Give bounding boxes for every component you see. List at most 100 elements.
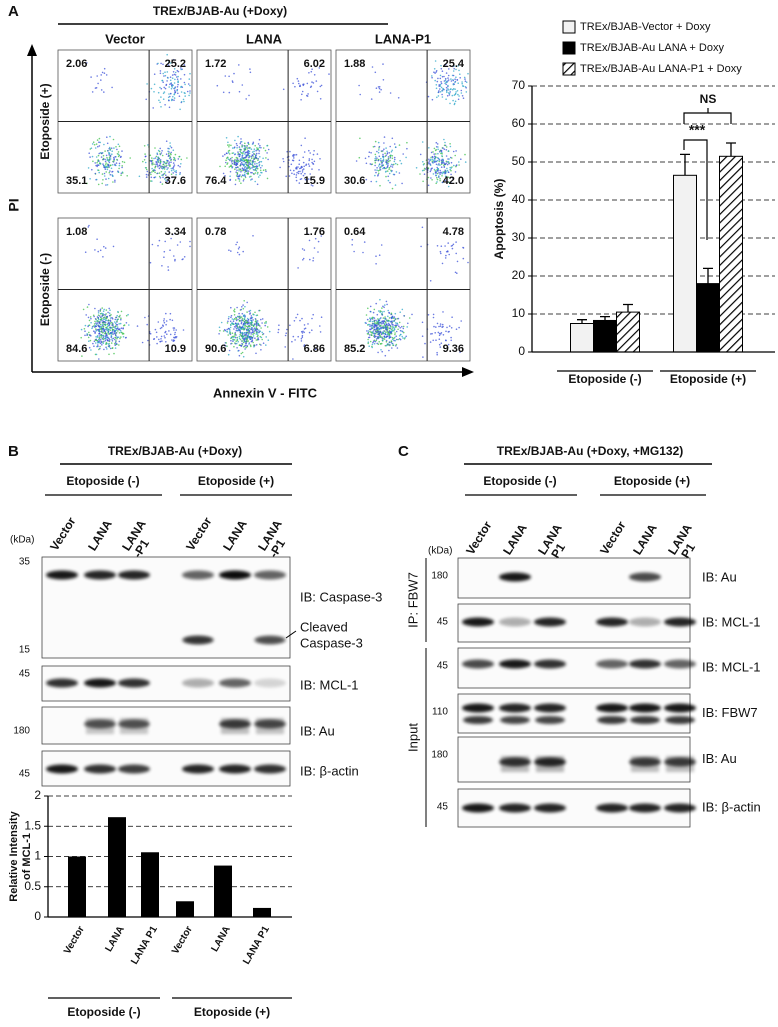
band-smear — [666, 756, 694, 772]
event-dot — [402, 153, 404, 155]
event-dot — [422, 227, 424, 229]
event-dot — [420, 246, 422, 248]
event-dot — [98, 310, 100, 312]
event-dot — [243, 308, 245, 310]
event-dot — [94, 323, 96, 325]
event-dot — [406, 148, 408, 150]
bar — [108, 817, 126, 917]
event-dot — [154, 73, 156, 75]
event-dot — [439, 338, 441, 340]
event-dot — [392, 316, 394, 318]
event-dot — [441, 162, 443, 164]
event-dot — [99, 145, 101, 147]
event-dot — [157, 245, 159, 247]
event-dot — [113, 338, 115, 340]
event-dot — [236, 147, 238, 149]
event-dot — [296, 166, 298, 168]
event-dot — [159, 172, 161, 174]
event-dot — [437, 78, 439, 80]
event-dot — [375, 326, 377, 328]
event-dot — [379, 88, 381, 90]
event-dot — [450, 170, 452, 172]
event-dot — [100, 335, 102, 337]
event-dot — [385, 355, 387, 357]
event-dot — [435, 149, 437, 151]
event-dot — [248, 144, 250, 146]
event-dot — [80, 337, 82, 339]
event-dot — [167, 160, 169, 162]
event-dot — [176, 76, 178, 78]
event-dot — [116, 343, 118, 345]
event-dot — [454, 78, 456, 80]
event-dot — [105, 168, 107, 170]
event-dot — [436, 84, 438, 86]
lane-label: Vector — [47, 514, 78, 553]
event-dot — [367, 339, 369, 341]
event-dot — [458, 164, 460, 166]
y-tick-label: 70 — [512, 78, 526, 92]
event-dot — [445, 331, 447, 333]
event-dot — [383, 79, 385, 81]
event-dot — [165, 88, 167, 90]
event-dot — [394, 159, 396, 161]
section-label: IP: FBW7 — [405, 572, 420, 628]
event-dot — [95, 173, 97, 175]
event-dot — [239, 180, 241, 182]
event-dot — [121, 332, 123, 334]
band — [462, 660, 494, 669]
event-dot — [126, 315, 128, 317]
event-dot — [438, 332, 440, 334]
event-dot — [302, 157, 304, 159]
y-axis-label: PI — [6, 198, 22, 211]
event-dot — [235, 337, 237, 339]
event-dot — [124, 324, 126, 326]
event-dot — [434, 332, 436, 334]
event-dot — [113, 353, 115, 355]
event-dot — [454, 94, 456, 96]
event-dot — [162, 324, 164, 326]
event-dot — [386, 167, 388, 169]
blot-label: IB: Au — [300, 723, 335, 738]
event-dot — [302, 91, 304, 93]
event-dot — [81, 355, 83, 357]
event-dot — [255, 172, 257, 174]
event-dot — [436, 177, 438, 179]
event-dot — [173, 149, 175, 151]
event-dot — [172, 74, 174, 76]
event-dot — [230, 179, 232, 181]
event-dot — [189, 241, 191, 243]
event-dot — [242, 174, 244, 176]
event-dot — [391, 322, 393, 324]
y-tick-label: 1.5 — [24, 818, 41, 832]
bar — [176, 901, 194, 917]
event-dot — [115, 146, 117, 148]
event-dot — [244, 306, 246, 308]
event-dot — [252, 156, 254, 158]
event-dot — [225, 75, 227, 77]
group-label: Etoposide (+) — [614, 474, 690, 488]
event-dot — [440, 325, 442, 327]
event-dot — [243, 300, 245, 302]
event-dot — [239, 146, 241, 148]
event-dot — [462, 95, 464, 97]
event-dot — [119, 341, 121, 343]
event-dot — [438, 95, 440, 97]
band — [596, 618, 628, 627]
event-dot — [428, 314, 430, 316]
event-dot — [455, 101, 457, 103]
event-dot — [153, 170, 155, 172]
event-dot — [353, 251, 355, 253]
event-dot — [396, 331, 398, 333]
event-dot — [373, 146, 375, 148]
event-dot — [383, 159, 385, 161]
event-dot — [260, 319, 262, 321]
event-dot — [160, 96, 162, 98]
event-dot — [126, 322, 128, 324]
event-dot — [96, 162, 98, 164]
event-dot — [178, 165, 180, 167]
event-dot — [100, 336, 102, 338]
event-dot — [431, 77, 433, 79]
event-dot — [388, 350, 390, 352]
event-dot — [100, 339, 102, 341]
event-dot — [422, 356, 424, 358]
